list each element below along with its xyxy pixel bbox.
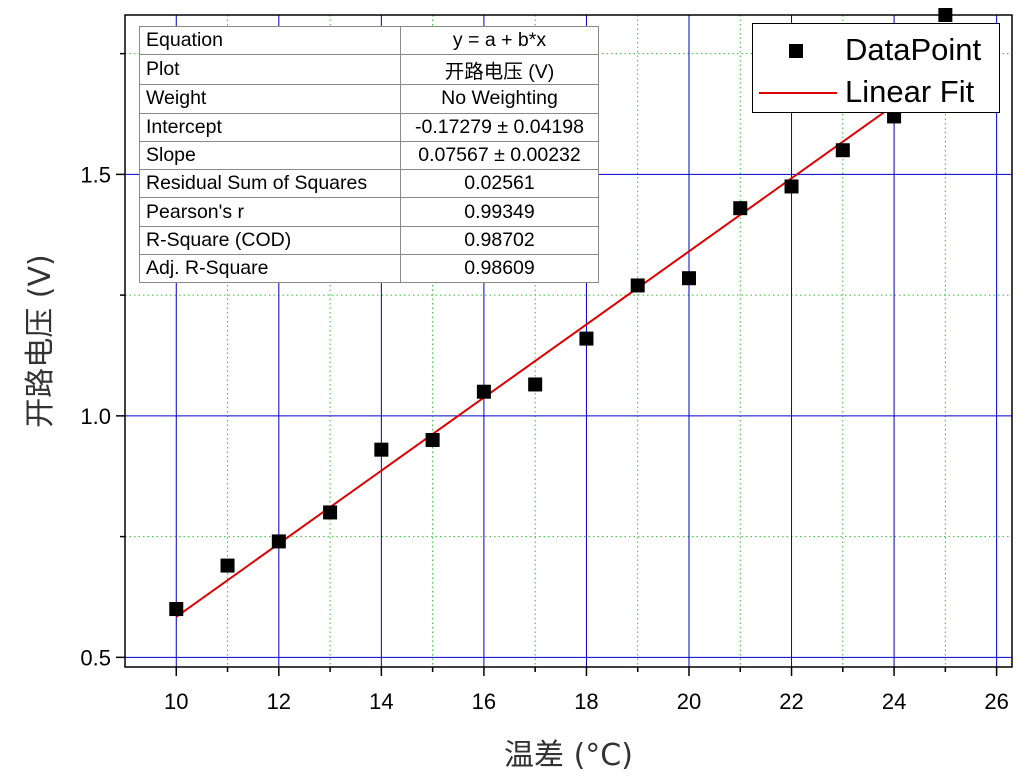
stats-row: Equation y = a + b*x [139, 25, 599, 56]
stats-key: Slope [139, 140, 401, 171]
stats-row: Plot 开路电压 (V) [139, 54, 599, 86]
x-axis-title: 温差 (°C) [504, 738, 633, 773]
stats-row: Adj. R-Square 0.98609 [139, 254, 599, 284]
x-tick-label: 24 [882, 689, 906, 714]
stats-row: R-Square (COD) 0.98702 [139, 225, 599, 256]
stats-key: Adj. R-Square [139, 254, 401, 284]
x-tick-label: 14 [369, 689, 393, 714]
y-tick-label: 0.5 [80, 645, 111, 670]
legend-item-datapoint: DataPoint [753, 30, 999, 70]
data-point [630, 278, 645, 293]
x-tick-label: 18 [574, 689, 598, 714]
stats-value: 0.07567 ± 0.00232 [400, 140, 599, 171]
y-axis-title: 开路电压 (V) [23, 254, 58, 427]
stats-value: 0.98702 [400, 225, 599, 256]
data-point [323, 505, 338, 520]
x-tick-labels: 10 12 14 16 18 20 22 24 26 [164, 689, 1009, 714]
stats-value: y = a + b*x [400, 25, 599, 56]
data-point [784, 179, 799, 194]
stats-row: Pearson's r 0.99349 [139, 197, 599, 227]
major-grid [125, 15, 1012, 667]
stats-key: Weight [139, 84, 401, 114]
data-point [681, 271, 696, 286]
stats-key: R-Square (COD) [139, 225, 401, 256]
data-point [425, 433, 440, 448]
legend-label: Linear Fit [845, 74, 975, 109]
fit-statistics-table: Equation y = a + b*x Plot 开路电压 (V) Weight No … [139, 25, 599, 284]
data-point [220, 558, 235, 573]
legend-label: DataPoint [845, 32, 982, 67]
stats-key: Equation [139, 25, 401, 56]
y-tick-labels: 0.5 1.0 1.5 [80, 162, 111, 670]
legend: DataPoint Linear Fit [752, 23, 1000, 113]
stats-key: Intercept [139, 112, 401, 142]
x-tick-label: 10 [164, 689, 188, 714]
data-point [169, 602, 184, 617]
stats-row: Weight No Weighting [139, 84, 599, 114]
legend-item-linear-fit: Linear Fit [753, 72, 999, 112]
stats-key: Residual Sum of Squares [139, 169, 401, 199]
stats-value: 0.02561 [400, 169, 599, 199]
data-point [579, 331, 594, 346]
y-tick-label: 1.0 [80, 404, 111, 429]
data-point [476, 384, 491, 399]
data-point [528, 377, 543, 392]
stats-value: 0.99349 [400, 197, 599, 227]
stats-key: Pearson's r [139, 197, 401, 227]
stats-row: Intercept -0.17279 ± 0.04198 [139, 112, 599, 142]
stats-value: 0.98609 [400, 254, 599, 284]
stats-key: Plot [139, 54, 401, 86]
line-marker-icon [759, 92, 837, 94]
plot-frame [124, 14, 1013, 668]
x-tick-label: 12 [267, 689, 291, 714]
fit-layer [175, 67, 946, 618]
stats-row: Slope 0.07567 ± 0.00232 [139, 140, 599, 171]
x-tick-label: 16 [472, 689, 496, 714]
x-tick-label: 26 [984, 689, 1008, 714]
data-point [733, 201, 748, 216]
data-point [835, 143, 850, 158]
square-marker-icon [789, 44, 803, 58]
fit-line [175, 67, 946, 618]
data-point [271, 534, 286, 549]
data-point [374, 442, 389, 457]
stats-value: 开路电压 (V) [400, 54, 599, 86]
x-tick-label: 22 [779, 689, 803, 714]
axis-ticks [116, 52, 998, 676]
stats-value: No Weighting [400, 84, 599, 114]
stats-value: -0.17279 ± 0.04198 [400, 112, 599, 142]
y-tick-label: 1.5 [80, 162, 111, 187]
x-tick-label: 20 [677, 689, 701, 714]
stats-row: Residual Sum of Squares 0.02561 [139, 169, 599, 199]
